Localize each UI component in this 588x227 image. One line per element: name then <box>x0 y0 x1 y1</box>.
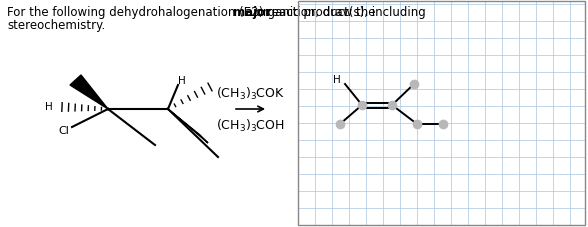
Text: H: H <box>178 76 186 86</box>
Text: H: H <box>45 101 53 111</box>
Polygon shape <box>168 109 208 143</box>
Text: organic product(s), including: organic product(s), including <box>252 6 426 19</box>
Text: major: major <box>233 6 272 19</box>
Text: For the following dehydrohalogenation (E2) reaction, draw the: For the following dehydrohalogenation (E… <box>7 6 379 19</box>
Text: H: H <box>333 75 341 85</box>
Text: $\mathrm{(CH_3)_3COK}$: $\mathrm{(CH_3)_3COK}$ <box>216 86 285 101</box>
Text: Cl: Cl <box>59 126 69 135</box>
Bar <box>298 2 585 225</box>
Polygon shape <box>70 76 108 109</box>
Text: stereochemistry.: stereochemistry. <box>7 19 105 32</box>
Bar <box>298 2 585 225</box>
Text: $\mathrm{(CH_3)_3COH}$: $\mathrm{(CH_3)_3COH}$ <box>216 118 285 133</box>
